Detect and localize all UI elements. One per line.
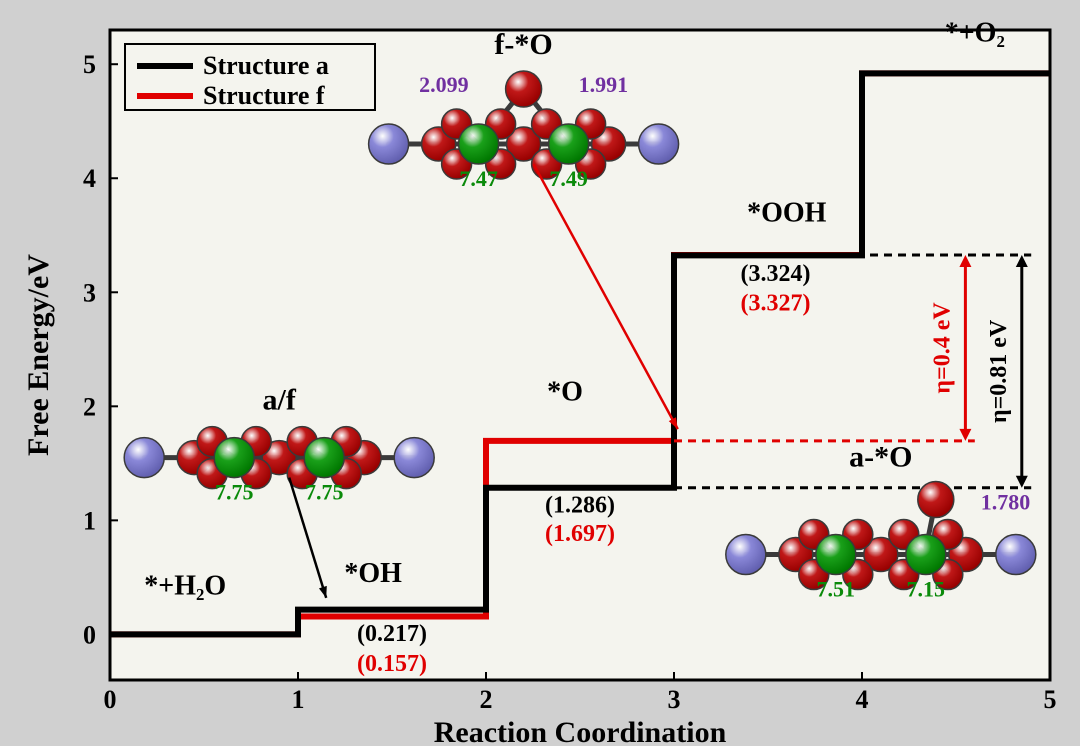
svg-text:1.780: 1.780 bbox=[981, 490, 1031, 515]
svg-text:3: 3 bbox=[668, 685, 681, 714]
svg-text:2: 2 bbox=[480, 685, 493, 714]
value-annotation: (0.157) bbox=[357, 651, 427, 677]
y-axis-label: Free Energy/eV bbox=[22, 254, 55, 456]
svg-text:η=0.81 eV: η=0.81 eV bbox=[986, 319, 1012, 423]
step-label: *O bbox=[547, 377, 583, 408]
svg-text:1: 1 bbox=[83, 506, 96, 535]
svg-text:1: 1 bbox=[292, 685, 305, 714]
value-annotation: (3.324) bbox=[741, 261, 811, 287]
svg-text:7.75: 7.75 bbox=[305, 480, 344, 505]
svg-text:0: 0 bbox=[83, 620, 96, 649]
svg-text:0: 0 bbox=[104, 685, 117, 714]
svg-text:2: 2 bbox=[83, 392, 96, 421]
value-annotation: (1.697) bbox=[545, 521, 615, 547]
svg-text:7.75: 7.75 bbox=[215, 480, 254, 505]
x-axis-label: Reaction Coordination bbox=[434, 716, 727, 746]
chart-svg: 0 1 2 3 4 5 0 1 2 3 4 5 Reaction Coordination Free En… bbox=[0, 0, 1080, 746]
step-label: *+O₂ bbox=[945, 17, 1005, 48]
svg-text:5: 5 bbox=[1044, 685, 1057, 714]
legend-label: Structure f bbox=[203, 81, 325, 110]
svg-text:7.51: 7.51 bbox=[817, 577, 856, 602]
svg-text:5: 5 bbox=[83, 50, 96, 79]
svg-text:a-*O: a-*O bbox=[849, 441, 912, 474]
step-label: *+H₂O bbox=[144, 570, 226, 601]
svg-text:2.099: 2.099 bbox=[419, 72, 469, 97]
step-label: *OH bbox=[344, 558, 402, 589]
svg-text:7.15: 7.15 bbox=[907, 577, 946, 602]
svg-text:a/f: a/f bbox=[263, 384, 297, 417]
svg-text:η=0.4 eV: η=0.4 eV bbox=[929, 302, 955, 394]
step-label: *OOH bbox=[747, 198, 827, 229]
svg-text:f-*O: f-*O bbox=[494, 28, 552, 61]
legend-label: Structure a bbox=[203, 51, 329, 80]
svg-text:7.47: 7.47 bbox=[459, 166, 498, 191]
svg-text:4: 4 bbox=[856, 685, 869, 714]
svg-text:3: 3 bbox=[83, 278, 96, 307]
svg-text:4: 4 bbox=[83, 164, 96, 193]
value-annotation: (0.217) bbox=[357, 621, 427, 647]
svg-text:1.991: 1.991 bbox=[579, 72, 629, 97]
value-annotation: (1.286) bbox=[545, 492, 615, 518]
svg-text:7.49: 7.49 bbox=[549, 166, 588, 191]
value-annotation: (3.327) bbox=[741, 291, 811, 317]
